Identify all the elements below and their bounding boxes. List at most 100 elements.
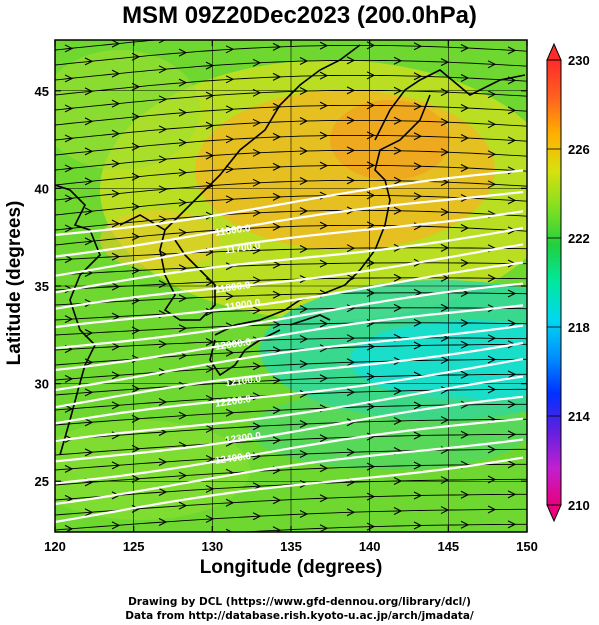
wind-arrow	[84, 418, 94, 427]
wind-arrow	[84, 237, 94, 246]
wind-arrow	[507, 400, 517, 409]
wind-arrow	[366, 221, 376, 230]
height-contour	[55, 304, 524, 372]
map-title: MSM 09Z20Dec2023 (200.0hPa)	[122, 2, 477, 29]
wind-arrow	[487, 385, 497, 394]
contour-label: 12200.0	[214, 394, 252, 410]
wind-arrow	[440, 118, 450, 127]
wind-arrow	[460, 520, 470, 529]
streamline	[55, 292, 527, 306]
wind-arrow	[272, 260, 282, 269]
streamline	[236, 523, 527, 532]
height-contour	[55, 341, 524, 409]
wind-arrow	[158, 95, 168, 104]
wind-arrow	[131, 504, 141, 513]
wind-arrow	[393, 146, 403, 155]
wind-arrow	[158, 125, 168, 134]
wind-arrow	[84, 87, 94, 96]
wind-arrow	[272, 192, 282, 201]
wind-arrow	[319, 344, 329, 353]
wind-arrow	[366, 71, 376, 80]
wind-arrow	[366, 462, 376, 471]
wind-arrow	[111, 371, 121, 380]
wind-arrow	[205, 61, 215, 70]
wind-arrow	[131, 384, 141, 393]
wind-arrow	[64, 44, 74, 53]
wind-arrow	[413, 318, 423, 327]
wind-arrow	[225, 195, 235, 204]
contour-label: 11600.0	[214, 223, 251, 239]
y-tick-label: 25	[35, 474, 49, 489]
wind-arrow	[346, 146, 356, 155]
wind-arrow	[299, 245, 309, 254]
x-tick-label: 145	[437, 539, 459, 554]
wind-arrow	[131, 444, 141, 453]
wind-arrow	[346, 116, 356, 125]
wind-arrow	[487, 355, 497, 364]
wind-arrow	[111, 282, 121, 291]
wind-arrow	[84, 177, 94, 186]
wind-arrow	[507, 319, 517, 328]
wind-arrow	[158, 215, 168, 224]
wind-arrow	[225, 165, 235, 174]
wind-arrow	[413, 341, 423, 350]
wind-arrow	[507, 289, 517, 298]
wind-arrow	[225, 75, 235, 84]
colorbar-tick-label: 214	[568, 409, 590, 424]
wind-arrow	[507, 520, 517, 529]
wind-arrow	[413, 521, 423, 530]
wind-arrow	[413, 401, 423, 410]
wind-arrow	[64, 224, 74, 233]
wind-arrow	[272, 376, 282, 385]
wind-arrow	[111, 252, 121, 261]
wind-arrow	[507, 106, 517, 115]
wind-arrow	[393, 416, 403, 425]
height-contour	[55, 358, 524, 425]
wind-arrow	[346, 418, 356, 427]
wind-arrow	[319, 524, 329, 532]
wind-arrow	[131, 232, 141, 241]
wind-arrow	[84, 117, 94, 126]
wind-arrow	[488, 31, 495, 38]
colorbar-tick-label: 226	[568, 142, 590, 157]
wind-arrow	[272, 320, 282, 329]
wind-arrow	[272, 436, 282, 445]
contour-label: 11700.0	[224, 241, 261, 257]
wind-arrow	[299, 305, 309, 314]
wind-arrow	[487, 505, 497, 514]
y-axis-label: Latitude (degrees)	[4, 200, 25, 366]
wind-arrow	[252, 208, 262, 217]
wind-arrow	[460, 163, 470, 172]
wind-arrow	[64, 315, 74, 324]
wind-arrow	[158, 65, 168, 74]
wind-arrow	[319, 101, 329, 110]
wind-arrow	[252, 306, 262, 315]
wind-streamlines	[55, 31, 527, 532]
wind-arrow	[487, 150, 497, 159]
wind-arrow	[272, 526, 282, 532]
wind-arrow	[178, 78, 188, 87]
streamline	[55, 508, 527, 531]
wind-arrow	[440, 416, 450, 425]
streamline	[55, 119, 527, 141]
wind-arrow	[346, 86, 356, 95]
wind-arrow	[158, 340, 168, 349]
wind-arrow	[272, 42, 282, 51]
wind-arrow	[346, 274, 356, 283]
wind-arrow	[111, 461, 121, 470]
wind-arrow	[205, 308, 215, 317]
wind-arrow	[252, 422, 262, 431]
wind-arrow	[158, 458, 168, 466]
contour-labels: 11600.0 11700.0 11800.0 11900.0 12000.0 12100…	[214, 223, 262, 467]
wind-arrow	[299, 147, 309, 156]
wind-arrow	[460, 490, 470, 499]
wind-arrow	[440, 58, 450, 67]
wind-arrow	[507, 76, 517, 85]
streamline	[55, 104, 527, 126]
wind-arrow	[205, 151, 215, 160]
wind-arrow	[252, 246, 262, 255]
wind-arrow	[84, 358, 94, 367]
height-contours	[55, 169, 524, 524]
streamline	[55, 337, 527, 351]
wind-arrow	[460, 259, 470, 268]
